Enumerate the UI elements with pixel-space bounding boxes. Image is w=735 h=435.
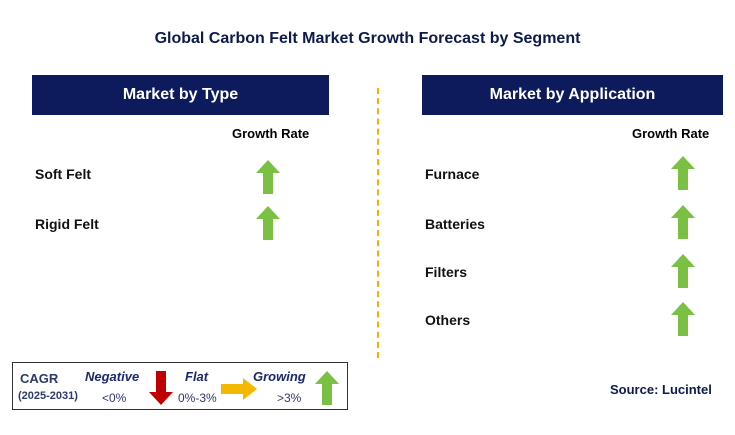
growing-arrow-icon — [315, 371, 339, 405]
growing-arrow-icon — [671, 156, 695, 190]
panel-divider — [377, 88, 379, 358]
segment-label-soft-felt: Soft Felt — [35, 166, 91, 182]
growing-arrow-icon — [256, 160, 280, 194]
segment-label-filters: Filters — [425, 264, 468, 280]
segment-label-batteries: Batteries — [425, 216, 485, 232]
growing-arrow-icon — [671, 302, 695, 336]
legend-cagr-label: CAGR — [20, 371, 59, 386]
growing-arrow-icon — [671, 254, 695, 288]
legend-growing-range: >3% — [277, 391, 302, 405]
legend-negative-label: Negative — [85, 369, 140, 384]
source-label: Source: Lucintel — [610, 382, 712, 397]
legend-growing-label: Growing — [253, 369, 306, 384]
chart-title: Global Carbon Felt Market Growth Forecas… — [154, 30, 581, 47]
negative-arrow-icon — [149, 371, 173, 405]
legend-negative-range: <0% — [102, 391, 127, 405]
segment-label-rigid-felt: Rigid Felt — [35, 216, 99, 232]
market-by-type-header: Market by Type — [32, 75, 329, 115]
cagr-legend: CAGR (2025-2031) Negative <0% Flat 0%-3%… — [12, 362, 348, 410]
application-growth-rate-header: Growth Rate — [632, 126, 710, 141]
market-by-application-header: Market by Application — [422, 75, 723, 115]
legend-flat-range: 0%-3% — [178, 391, 217, 405]
segment-label-furnace: Furnace — [425, 166, 480, 182]
segment-label-others: Others — [425, 312, 471, 328]
type-growth-rate-header: Growth Rate — [232, 126, 310, 141]
legend-flat-label: Flat — [185, 369, 209, 384]
legend-period: (2025-2031) — [18, 390, 78, 402]
growing-arrow-icon — [256, 206, 280, 240]
growing-arrow-icon — [671, 205, 695, 239]
flat-arrow-icon — [221, 378, 257, 400]
